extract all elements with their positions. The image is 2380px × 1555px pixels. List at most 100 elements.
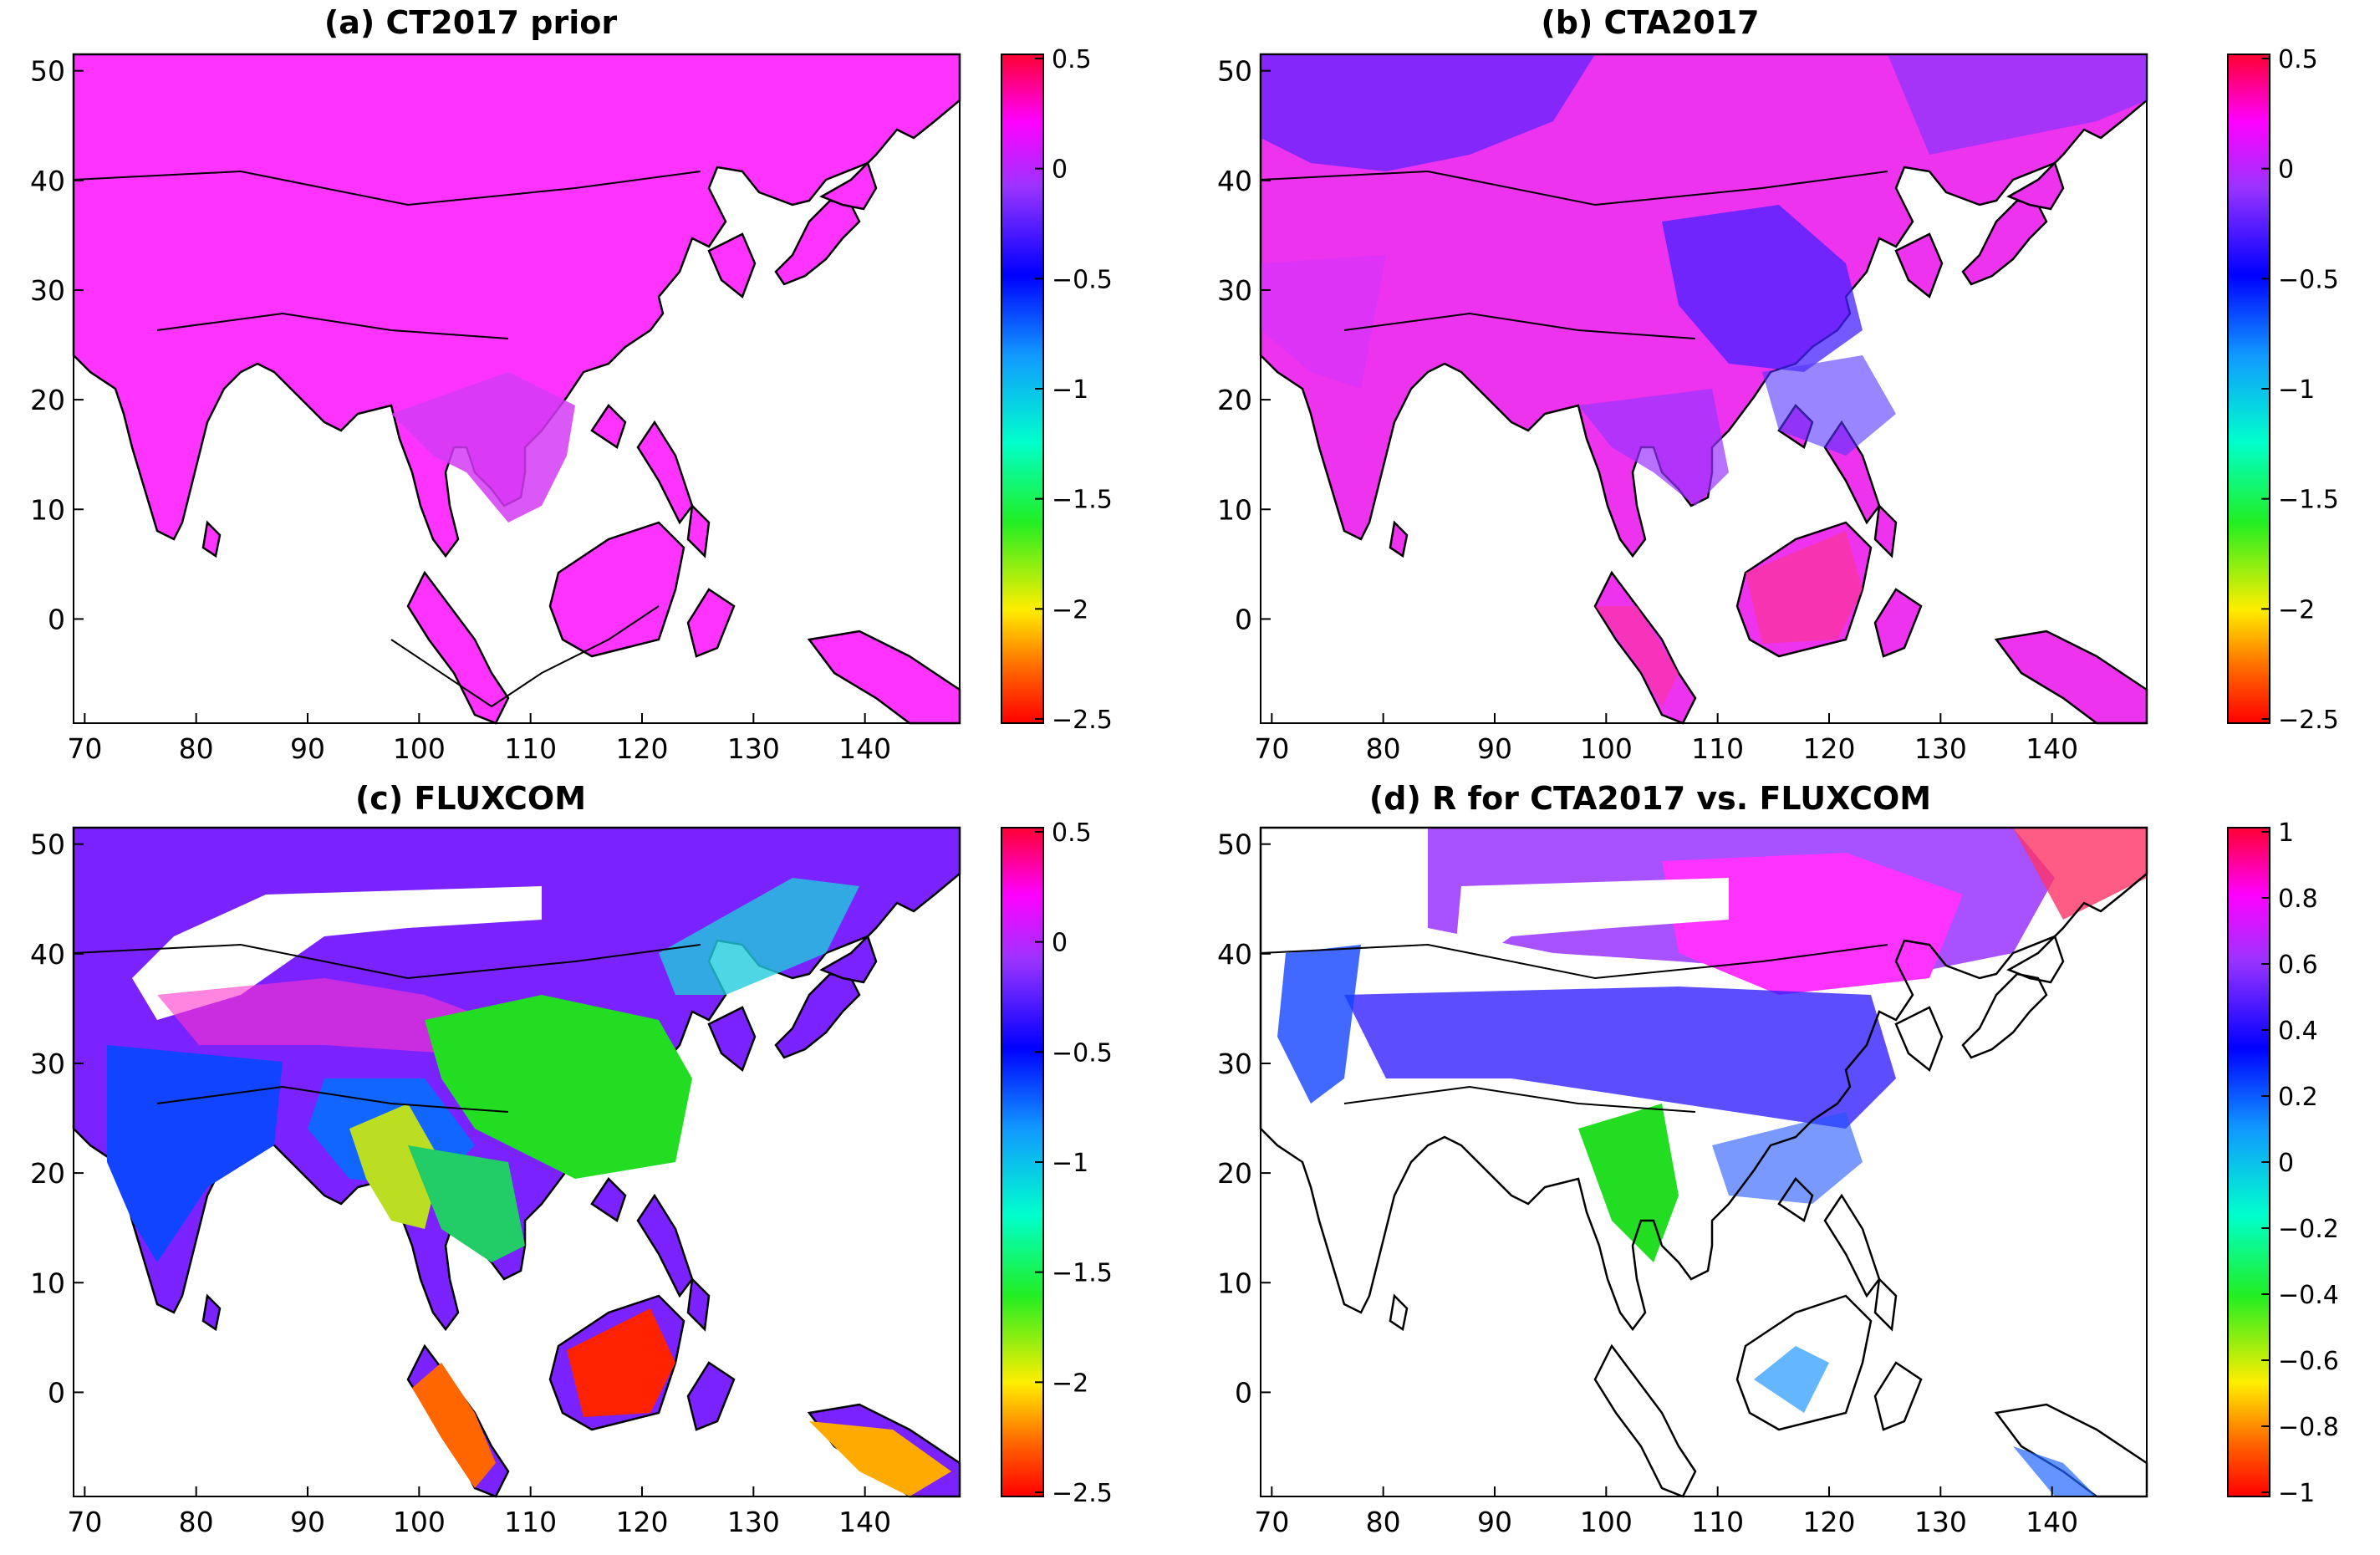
x-tick-label: 100 xyxy=(393,1506,446,1538)
y-tick-label: 50 xyxy=(30,55,65,88)
colorbar-tick-label: −1.5 xyxy=(1052,486,1113,515)
x-tick-label: 130 xyxy=(727,1506,780,1538)
colorbar-tick-label: −0.6 xyxy=(2278,1347,2339,1376)
colorbar-tick-label: −2.5 xyxy=(1052,706,1113,735)
y-tick-label: 30 xyxy=(30,274,65,307)
y-tick-label: 10 xyxy=(30,1267,65,1299)
y-tick-label: 50 xyxy=(30,828,65,861)
x-tick-label: 70 xyxy=(67,1506,102,1538)
x-tick-label: 100 xyxy=(1580,1506,1633,1538)
colorbar-tick-label: −1.5 xyxy=(1052,1259,1113,1288)
y-tick-label: 0 xyxy=(48,1376,65,1409)
colorbar-tick-label: −0.5 xyxy=(1052,1038,1113,1068)
panel-c: (c) FLUXCOM xyxy=(72,780,1044,1498)
x-tick-label: 90 xyxy=(1477,1506,1512,1538)
axes-layer: 70 80 90 100 110 120 130 140504030201000.50−0.5… xyxy=(30,45,2339,1538)
x-tick-label: 110 xyxy=(504,732,557,765)
x-tick-label: 70 xyxy=(1254,1506,1289,1538)
colorbar-tick-label: −0.4 xyxy=(2278,1281,2339,1310)
x-tick-label: 140 xyxy=(2026,1506,2078,1538)
y-tick-label: 40 xyxy=(1217,938,1252,971)
y-tick-label: 20 xyxy=(1217,1157,1252,1190)
colorbar-tick-label: −1 xyxy=(2278,375,2315,405)
x-tick-label: 130 xyxy=(727,732,780,765)
panel-d: (d) R for CTA2017 vs. FLUXCOM xyxy=(1259,780,2270,1498)
x-tick-label: 100 xyxy=(1580,732,1633,765)
x-tick-label: 110 xyxy=(1691,732,1744,765)
y-tick-label: 20 xyxy=(30,384,65,416)
colorbar-tick-label: 0.5 xyxy=(1052,45,1092,74)
x-tick-label: 120 xyxy=(1803,1506,1856,1538)
colorbar-tick-label: 0.5 xyxy=(1052,818,1092,848)
y-tick-label: 0 xyxy=(1235,1376,1252,1409)
colorbar-tick-label: −0.5 xyxy=(1052,265,1113,294)
y-tick-label: 50 xyxy=(1217,828,1252,861)
x-tick-label: 130 xyxy=(1914,732,1967,765)
x-tick-label: 110 xyxy=(504,1506,557,1538)
y-tick-label: 10 xyxy=(1217,1267,1252,1299)
map-c xyxy=(72,826,961,1498)
panel-b: (b) CTA2017 xyxy=(1259,4,2270,725)
y-tick-label: 30 xyxy=(30,1048,65,1080)
map-b xyxy=(1259,53,2148,725)
colorbar-tick-label: −0.8 xyxy=(2278,1413,2339,1442)
colorbar-tick-label: −1 xyxy=(2278,1479,2315,1508)
x-tick-label: 80 xyxy=(179,732,214,765)
x-tick-label: 140 xyxy=(2026,732,2078,765)
y-tick-label: 20 xyxy=(1217,384,1252,416)
x-tick-label: 120 xyxy=(616,1506,669,1538)
colorbar-tick-label: 0.4 xyxy=(2278,1017,2318,1046)
y-tick-label: 10 xyxy=(30,493,65,526)
x-tick-label: 90 xyxy=(290,1506,325,1538)
y-tick-label: 0 xyxy=(1235,603,1252,635)
x-tick-label: 70 xyxy=(67,732,102,765)
x-tick-label: 110 xyxy=(1691,1506,1744,1538)
x-tick-label: 100 xyxy=(393,732,446,765)
x-tick-label: 90 xyxy=(1477,732,1512,765)
y-tick-label: 10 xyxy=(1217,493,1252,526)
x-tick-label: 140 xyxy=(838,1506,891,1538)
x-tick-label: 70 xyxy=(1254,732,1289,765)
y-tick-label: 20 xyxy=(30,1157,65,1190)
x-tick-label: 140 xyxy=(838,732,891,765)
x-tick-label: 90 xyxy=(290,732,325,765)
y-tick-label: 50 xyxy=(1217,55,1252,88)
colorbar-tick-label: −2 xyxy=(1052,595,1088,625)
colorbar-tick-label: −2 xyxy=(2278,595,2315,625)
panel-title-c: (c) FLUXCOM xyxy=(355,780,586,817)
colorbar-tick-label: 0 xyxy=(1052,929,1068,958)
panel-a: (a) CT2017 prior xyxy=(72,4,1044,725)
map-a xyxy=(72,53,961,725)
y-tick-label: 0 xyxy=(48,603,65,635)
x-tick-label: 130 xyxy=(1914,1506,1967,1538)
panel-title-a: (a) CT2017 prior xyxy=(324,4,617,41)
panel-title-d: (d) R for CTA2017 vs. FLUXCOM xyxy=(1369,780,1931,817)
x-tick-label: 120 xyxy=(1803,732,1856,765)
colorbar-tick-label: −2.5 xyxy=(1052,1479,1113,1508)
x-tick-label: 80 xyxy=(1366,732,1401,765)
y-tick-label: 40 xyxy=(30,165,65,197)
colorbar-tick-label: −2.5 xyxy=(2278,706,2339,735)
x-tick-label: 120 xyxy=(616,732,669,765)
colorbar-tick-label: 0.8 xyxy=(2278,885,2318,914)
colorbar-tick-label: −1 xyxy=(1052,375,1088,405)
colorbar-tick-label: 0.2 xyxy=(2278,1083,2318,1112)
colorbar-tick-label: 0.5 xyxy=(2278,45,2318,74)
colorbar-tick-label: −1 xyxy=(1052,1149,1088,1178)
y-tick-label: 30 xyxy=(1217,274,1252,307)
panel-title-b: (b) CTA2017 xyxy=(1541,4,1759,41)
colorbar-tick-label: −1.5 xyxy=(2278,486,2339,515)
y-tick-label: 40 xyxy=(1217,165,1252,197)
colorbar-tick-label: 1 xyxy=(2278,818,2294,848)
y-tick-label: 30 xyxy=(1217,1048,1252,1080)
colorbar-tick-label: −2 xyxy=(1052,1369,1088,1398)
colorbar-tick-label: −0.5 xyxy=(2278,265,2339,294)
colorbar-tick-label: 0 xyxy=(1052,156,1068,185)
x-tick-label: 80 xyxy=(179,1506,214,1538)
colorbar-tick-label: 0.6 xyxy=(2278,951,2318,980)
y-tick-label: 40 xyxy=(30,938,65,971)
colorbar-tick-label: 0 xyxy=(2278,156,2294,185)
map-d xyxy=(1259,826,2148,1498)
colorbar-tick-label: −0.2 xyxy=(2278,1215,2339,1244)
